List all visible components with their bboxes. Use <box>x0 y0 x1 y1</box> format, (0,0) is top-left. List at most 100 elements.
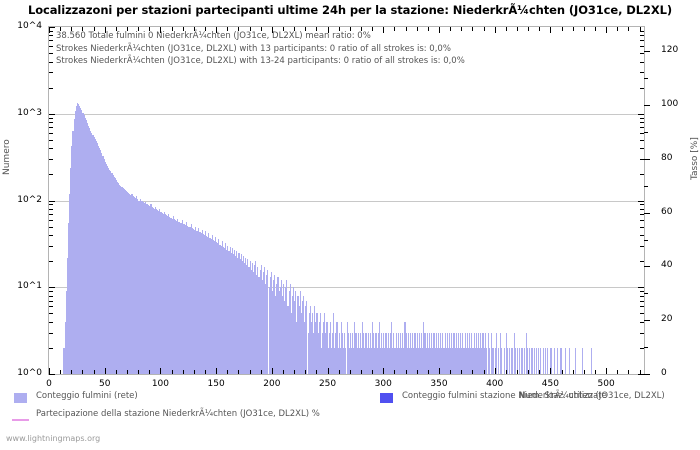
axis-tick <box>349 370 351 374</box>
bar <box>227 245 229 374</box>
bar <box>482 332 484 374</box>
bar <box>148 205 150 374</box>
x-axis-label: Num. Staz. utilizzate <box>519 391 607 401</box>
bar <box>157 209 159 374</box>
axis-tick <box>372 370 374 374</box>
bar <box>103 159 105 374</box>
axis-tick <box>260 27 262 31</box>
bar <box>540 347 542 374</box>
bar <box>424 332 426 374</box>
bar <box>183 224 185 374</box>
bar <box>360 347 363 374</box>
bar <box>408 347 410 374</box>
bar <box>519 347 521 374</box>
bar <box>444 332 446 374</box>
bar <box>516 347 519 374</box>
axis-tick <box>644 347 648 349</box>
bar <box>338 332 340 374</box>
bar <box>128 193 130 374</box>
gridline <box>49 113 644 115</box>
bar <box>223 248 226 374</box>
bar <box>420 347 422 374</box>
bar <box>373 332 375 374</box>
axis-tick <box>49 72 53 74</box>
bar <box>473 332 475 374</box>
bar <box>379 347 382 374</box>
bar <box>201 229 203 374</box>
axis-tick <box>461 27 463 31</box>
bar <box>498 347 500 374</box>
bar <box>198 228 200 374</box>
bar <box>139 201 141 374</box>
bar <box>289 283 291 374</box>
bar <box>65 291 67 374</box>
bar <box>85 120 87 374</box>
bar <box>140 199 142 374</box>
bar <box>238 252 240 374</box>
page-title: Localizzazoni per stazioni partecipanti … <box>28 3 672 17</box>
axis-tick <box>640 159 644 161</box>
bar <box>529 347 531 374</box>
bar <box>521 347 523 374</box>
axis-tick <box>640 61 644 63</box>
bar <box>451 332 453 374</box>
bar <box>77 104 80 374</box>
axis-tick <box>405 27 407 31</box>
bar <box>456 347 458 374</box>
y-axis-left-tick-label: 10^3 <box>17 107 42 118</box>
bar <box>114 178 116 374</box>
axis-tick <box>640 245 644 247</box>
legend-swatch <box>14 393 27 403</box>
bar <box>421 332 423 374</box>
axis-tick <box>644 158 650 160</box>
bar <box>133 196 135 374</box>
bar <box>237 257 239 374</box>
axis-tick <box>644 239 648 241</box>
bar <box>84 117 86 374</box>
axis-tick <box>216 27 218 33</box>
axis-tick <box>49 200 55 202</box>
bar <box>73 118 75 374</box>
bar <box>76 103 78 374</box>
bar <box>87 125 90 374</box>
bar <box>326 321 328 374</box>
bar <box>239 259 241 374</box>
axis-tick <box>104 27 106 33</box>
bar <box>276 283 278 374</box>
bar <box>226 249 228 374</box>
y-axis-right-tick-label: 80 <box>661 152 673 163</box>
axis-tick <box>49 117 53 119</box>
axis-tick <box>171 27 173 31</box>
bar <box>501 347 503 374</box>
bar <box>137 198 139 374</box>
bar <box>377 332 379 374</box>
bar <box>495 332 497 374</box>
axis-tick <box>644 212 650 214</box>
bar <box>474 347 476 374</box>
axis-tick <box>49 27 50 33</box>
bar <box>396 347 398 374</box>
axis-tick <box>640 332 644 334</box>
bar <box>210 238 212 374</box>
bar <box>255 261 257 374</box>
bar <box>116 181 119 374</box>
bar <box>181 220 183 374</box>
bar <box>395 332 397 374</box>
bar <box>173 219 175 374</box>
bar <box>309 306 311 374</box>
axis-tick <box>606 368 608 374</box>
bar <box>462 332 464 374</box>
bar <box>505 332 507 374</box>
bar <box>433 332 435 374</box>
bar <box>215 236 217 374</box>
bar <box>464 332 466 374</box>
bar <box>221 241 223 374</box>
bar <box>228 251 230 374</box>
bar <box>374 347 376 374</box>
axis-tick <box>644 293 648 295</box>
axis-tick <box>193 370 195 374</box>
bar <box>405 332 407 374</box>
x-axis-tick-label: 200 <box>263 379 281 389</box>
bar <box>142 202 144 374</box>
bar <box>452 347 454 374</box>
